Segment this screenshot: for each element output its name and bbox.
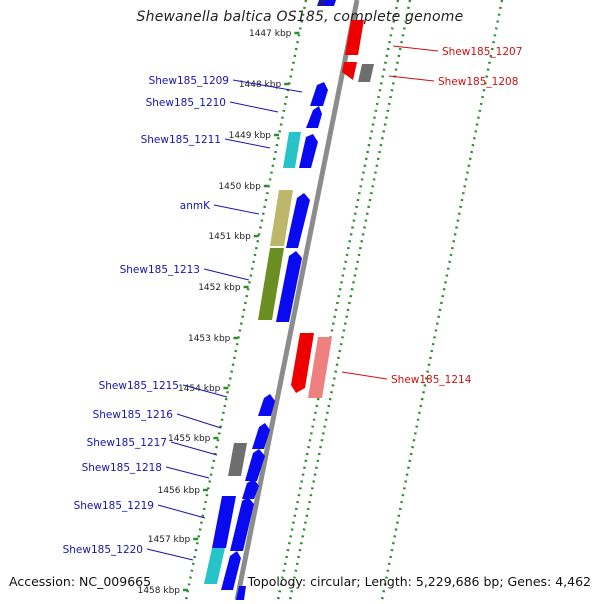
topology-text: Topology: circular; Length: 5,229,686 bp… [247,574,591,589]
gene-label[interactable]: Shew185_1207 [442,46,522,58]
gene-shew185-1211-blue[interactable] [299,134,318,168]
gene-leader-line [176,413,222,429]
genome-backbone [234,0,360,601]
gene-leader-line [170,441,218,456]
gene-leader-line [341,371,388,380]
gene-leader-line [203,268,250,281]
gene-partial-top-b[interactable] [324,0,336,6]
far-right-ruler [380,0,504,601]
gene-label[interactable]: Shew185_1215 [99,380,179,392]
gene-leader-line [165,466,210,479]
gene-label[interactable]: Shew185_1213 [120,264,200,276]
gene-shew185-1216[interactable] [252,423,270,449]
gene-label[interactable]: Shew185_1220 [63,544,143,556]
gene-label[interactable]: Shew185_1208 [438,76,518,88]
gene-leader-line [392,45,439,52]
gene-shew185-1209[interactable] [310,82,328,106]
gene-label[interactable]: Shew185_1214 [391,374,472,386]
scale-label: 1456 kbp [158,486,201,496]
gene-shew185-1219-a[interactable] [212,496,236,548]
gene-shew185-1217-blue[interactable] [245,449,265,481]
gene-leader-line [224,138,271,149]
gene-shew185-1208[interactable] [358,64,374,82]
gene-shew185-1213-blue[interactable] [276,251,302,322]
gene-shew185-1215[interactable] [258,394,275,416]
scale-label: 1453 kbp [188,334,231,344]
gene-shew185-1214-red[interactable] [291,333,314,393]
gene-label[interactable]: Shew185_1217 [87,437,167,449]
gene-shew185-1219-b[interactable] [230,497,254,551]
scale-label: 1457 kbp [148,535,191,545]
gene-leader-line [388,75,435,82]
gene-shew185-1210[interactable] [306,106,322,128]
gene-shew185-1218[interactable] [242,479,259,499]
gene-shew185-1213-olive[interactable] [258,248,284,320]
gene-label[interactable]: Shew185_1211 [141,134,221,146]
gene-leader-line [213,204,260,215]
gene-label[interactable]: Shew185_1218 [82,462,162,474]
gene-shew185-1207-body[interactable] [345,20,364,55]
scale-label: 1450 kbp [218,182,261,192]
gene-labels: Shew185_1209 Shew185_1210 Shew185_1211 anmK… [63,45,522,561]
gene-anmk-blue[interactable] [286,193,310,248]
gene-leader-line [157,504,206,519]
gene-label[interactable]: Shew185_1209 [149,75,229,87]
scale-label: 1452 kbp [198,283,241,293]
scale-label: 1449 kbp [229,131,272,141]
gene-leader-line [182,384,228,398]
accession-text: Accession: NC_009665 [9,574,152,589]
gene-leader-line [232,79,303,93]
genome-title: Shewanella baltica OS185, complete genom… [136,9,464,25]
outer-right-ruler [288,0,412,601]
scale-label: 1451 kbp [208,232,251,242]
gene-shew185-1217-gray[interactable] [228,443,247,476]
gene-shew185-1220-cyan[interactable] [204,548,225,584]
gene-leader-line [146,548,194,561]
scale-label: 1455 kbp [168,434,211,444]
scale-label: 1447 kbp [249,29,292,39]
gene-label[interactable]: Shew185_1216 [93,409,174,421]
gene-leader-line [229,101,279,113]
gene-label[interactable]: Shew185_1219 [74,500,154,512]
gene-shew185-1220-blue[interactable] [221,551,241,590]
gene-label[interactable]: anmK [180,200,211,212]
gene-anmk-khaki[interactable] [270,190,293,246]
gene-shew185-1211-cyan[interactable] [283,132,301,168]
gene-shew185-1214-pink[interactable] [308,337,332,398]
gene-label[interactable]: Shew185_1210 [146,97,226,109]
scale-label: 1458 kbp [138,586,181,596]
gene-partial-bottom[interactable] [236,586,246,600]
gene-shew185-1207-head[interactable] [342,62,357,80]
